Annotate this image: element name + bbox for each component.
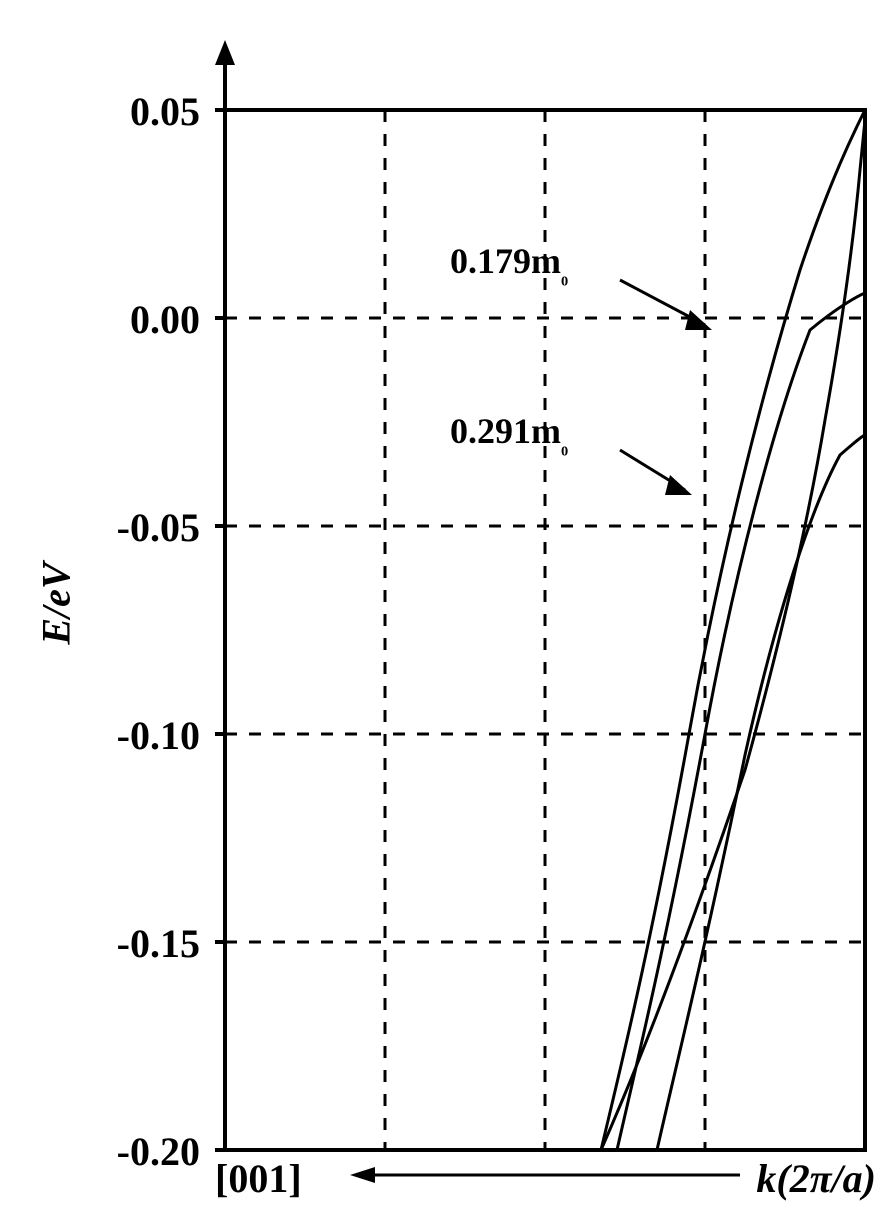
x-axis-label-left: [001] [215,1155,302,1202]
curve-1-actual [601,110,865,1150]
annotation-mass-1-text: 0.179m [450,241,561,281]
ytick-label-4: -0.15 [55,920,200,967]
annotation-2-arrowhead [665,475,692,495]
chart-svg [0,0,886,1220]
annotation-mass-1: 0.179m₀ [450,240,568,288]
x-axis-label-right: k(2π/a) [756,1155,876,1202]
ytick-label-2: -0.05 [55,504,200,551]
ytick-label-1: 0.00 [55,296,200,343]
band-curve-1 [601,110,865,1150]
ytick-label-3: -0.10 [55,712,200,759]
curve-1 [601,120,865,1150]
annotation-mass-1-sub: ₀ [561,261,568,287]
ytick-label-0: 0.05 [55,88,200,135]
annotation-mass-2-sub: ₀ [561,431,568,457]
annotation-mass-2-text: 0.291m [450,411,561,451]
annotation-1-arrowhead [685,310,712,330]
ytick-label-5: -0.20 [55,1128,200,1175]
band-structure-chart: 0.05 0.00 -0.05 -0.10 -0.15 -0.20 E/eV [… [0,0,886,1220]
y-axis-arrow-head [215,40,235,65]
y-axis-label: E/eV [33,562,80,644]
annotation-mass-2: 0.291m₀ [450,410,568,458]
band-curve-3 [657,435,865,1150]
x-direction-arrow-head-left [350,1167,375,1183]
